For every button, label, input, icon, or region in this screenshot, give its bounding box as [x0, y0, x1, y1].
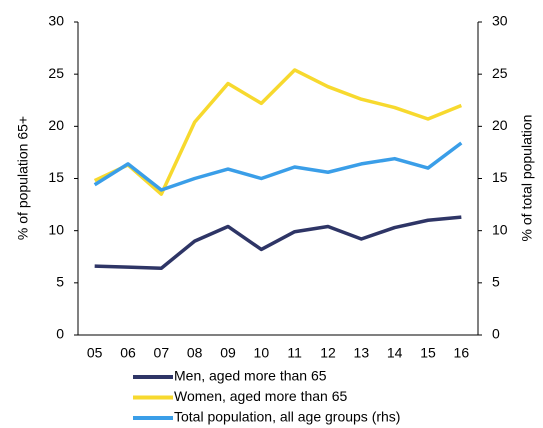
legend-label: Women, aged more than 65	[174, 388, 348, 404]
y2-tick-label: 10	[492, 221, 508, 237]
y2-axis-label: % of total population	[519, 115, 535, 242]
x-tick-label: 08	[187, 345, 203, 361]
series-line	[93, 68, 462, 196]
x-tick-label: 09	[220, 345, 236, 361]
legend-label: Total population, all age groups (rhs)	[174, 409, 400, 425]
x-tick-label: 14	[387, 345, 403, 361]
y-tick-label: 15	[48, 169, 64, 185]
y2-tick-label: 5	[492, 274, 500, 290]
series-line	[94, 215, 462, 270]
x-tick-label: 06	[120, 345, 136, 361]
y-tick-label: 25	[48, 65, 64, 81]
y-tick-label: 5	[56, 274, 64, 290]
y2-tick-label: 15	[492, 169, 508, 185]
y-tick-label: 20	[48, 117, 64, 133]
x-tick-label: 15	[420, 345, 436, 361]
y-tick-label: 10	[48, 221, 64, 237]
x-tick-label: 10	[254, 345, 270, 361]
x-tick-label: 11	[287, 345, 302, 361]
x-tick-label: 13	[354, 345, 370, 361]
x-tick-label: 12	[320, 345, 336, 361]
y-tick-label: 30	[48, 13, 64, 29]
legend-label: Men, aged more than 65	[174, 368, 327, 384]
y-tick-label: 0	[56, 326, 64, 342]
y2-tick-label: 20	[492, 117, 508, 133]
series-line	[93, 141, 463, 192]
x-tick-label: 16	[454, 345, 470, 361]
x-tick-label: 07	[154, 345, 170, 361]
y-axis-label: % of population 65+	[15, 116, 31, 240]
y2-tick-label: 30	[492, 13, 508, 29]
y2-tick-label: 0	[492, 326, 500, 342]
y2-tick-label: 25	[492, 65, 508, 81]
x-tick-label: 05	[87, 345, 103, 361]
